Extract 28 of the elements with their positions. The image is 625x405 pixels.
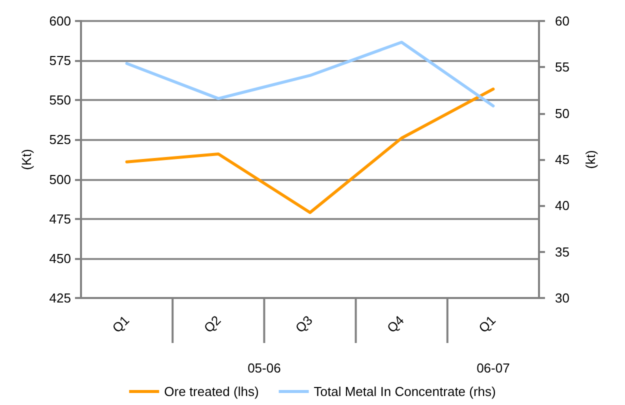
y-tick-label: 450 xyxy=(49,250,71,266)
text: 05-06 xyxy=(248,360,281,376)
legend-label: Total Metal In Concentrate (rhs) xyxy=(314,384,496,399)
x-tick-label: Q1 xyxy=(109,312,132,336)
y-tick-label: 500 xyxy=(49,172,71,187)
text: 06-07 xyxy=(476,360,510,376)
x-tick-label: Q3 xyxy=(292,312,316,336)
x-tick-label: Q4 xyxy=(384,312,407,336)
line-series xyxy=(125,40,495,108)
y-tick-label: 475 xyxy=(49,211,71,226)
y-tick-label: 550 xyxy=(49,92,71,108)
y-tick-label: 425 xyxy=(49,290,71,306)
y-tick-label: 600 xyxy=(49,14,71,28)
y2-tick-label: 40 xyxy=(555,198,570,214)
y2-tick-label: 50 xyxy=(555,106,570,121)
y2-tick-label: 45 xyxy=(555,152,570,167)
legend-label: Ore treated (lhs) xyxy=(164,384,259,399)
x-tick-label: Q1 xyxy=(476,312,499,336)
y-axis-title: (Kt) xyxy=(19,149,34,170)
x-tick-label: Q2 xyxy=(200,312,224,336)
y-tick-label: 525 xyxy=(49,132,71,148)
line-series xyxy=(125,88,495,214)
y2-tick-label: 55 xyxy=(555,60,570,75)
y2-tick-label: 35 xyxy=(555,244,570,260)
y2-axis-title: (kt) xyxy=(583,150,598,169)
y-tick-label: 575 xyxy=(49,53,71,68)
y2-tick-label: 30 xyxy=(555,290,570,306)
y2-tick-label: 60 xyxy=(555,14,570,28)
